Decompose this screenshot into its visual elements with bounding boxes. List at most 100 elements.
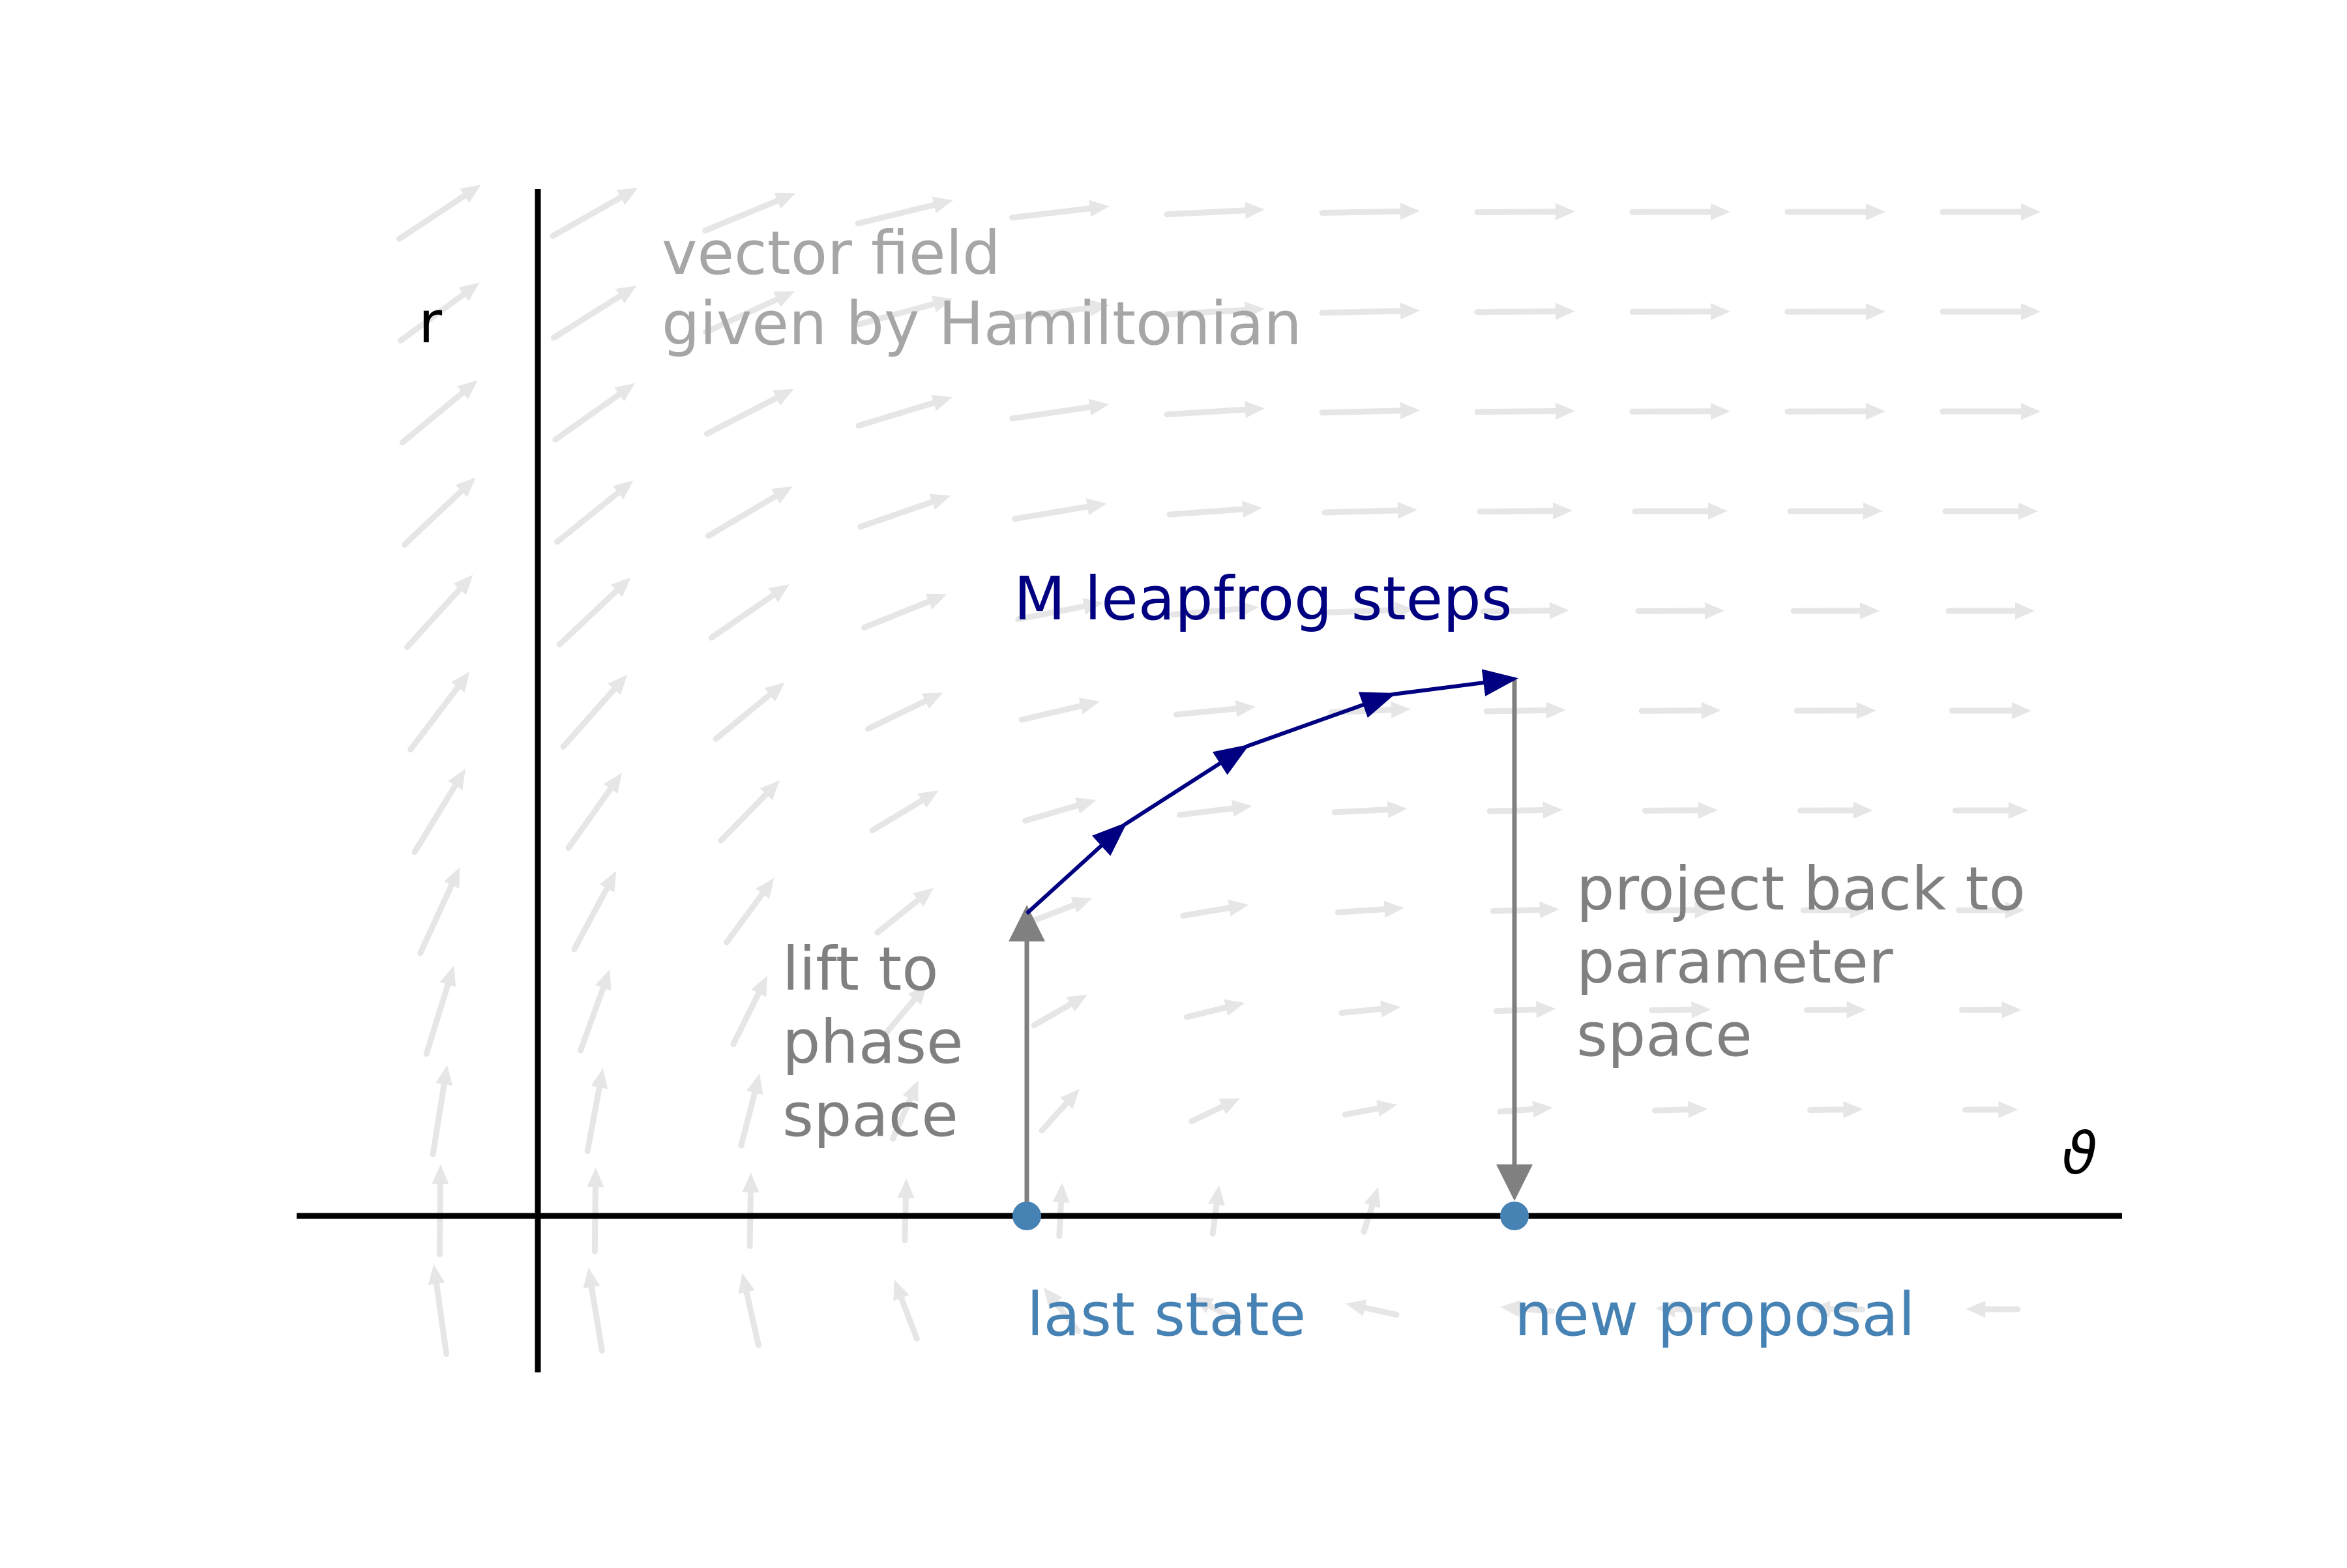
field-arrow	[1635, 503, 1728, 520]
field-arrow	[1500, 1101, 1553, 1117]
field-arrow	[1788, 203, 1885, 220]
last-state-label: last state	[1027, 1280, 1306, 1350]
field-arrow	[1176, 700, 1255, 717]
field-arrow	[404, 478, 475, 545]
field-arrow	[893, 1280, 917, 1339]
field-arrow	[1945, 503, 2038, 520]
field-arrow	[1338, 901, 1404, 918]
field-arrow	[559, 578, 630, 645]
field-arrow	[553, 188, 638, 236]
theta-axis-label: ϑ	[2062, 1120, 2097, 1187]
field-arrow	[1167, 202, 1265, 219]
field-arrow	[1192, 1098, 1240, 1121]
field-arrow	[742, 1173, 759, 1246]
field-arrow	[1943, 303, 2041, 320]
field-arrow	[1042, 1089, 1080, 1131]
field-arrow	[1966, 1101, 2018, 1118]
field-arrow	[1322, 303, 1420, 319]
field-arrow	[1345, 1100, 1397, 1117]
field-arrow	[557, 481, 634, 542]
vector-field-caption: vector field given by Hamiltonian	[662, 218, 1302, 359]
field-arrow	[421, 867, 460, 953]
field-arrow	[587, 1068, 608, 1151]
field-arrow	[1490, 801, 1562, 818]
field-arrow	[859, 394, 952, 425]
field-arrow	[738, 1273, 758, 1346]
field-arrow	[1012, 200, 1110, 218]
field-arrow	[1183, 900, 1248, 917]
lift-label-line1: lift to	[782, 934, 939, 1004]
field-arrow	[1793, 602, 1880, 619]
field-arrow	[868, 692, 943, 728]
field-arrow	[1486, 702, 1566, 719]
field-arrow	[1053, 1183, 1070, 1236]
field-arrow	[1797, 702, 1876, 719]
new-proposal-label: new proposal	[1514, 1280, 1915, 1350]
r-axis-label: r	[419, 289, 443, 356]
field-arrow	[741, 1074, 763, 1146]
field-arrow	[1170, 501, 1262, 518]
field-arrow	[1208, 1185, 1225, 1234]
leapfrog-label: M leapfrog steps	[1014, 564, 1513, 634]
field-arrow	[1962, 1001, 2021, 1018]
field-arrow	[721, 780, 780, 841]
field-arrow	[1014, 498, 1106, 518]
project-label: project back to parameter space	[1576, 854, 2044, 1070]
field-arrow	[587, 1168, 604, 1251]
field-arrow	[1655, 1101, 1708, 1118]
field-arrow	[415, 769, 465, 852]
field-arrow	[1966, 1301, 2018, 1318]
field-arrow	[716, 683, 785, 739]
field-arrow	[1012, 399, 1109, 419]
field-arrow	[1807, 1001, 1866, 1018]
field-arrow	[1788, 303, 1885, 320]
field-arrow	[861, 494, 951, 527]
field-arrow	[864, 594, 947, 628]
project-label-line2: parameter	[1576, 927, 1893, 997]
field-arrow	[1810, 1101, 1863, 1118]
field-arrow	[1342, 1001, 1401, 1018]
field-arrow	[1346, 1299, 1396, 1316]
field-arrow	[733, 975, 767, 1044]
field-arrow	[1943, 403, 2041, 420]
vector-field	[399, 185, 2041, 1354]
field-arrow	[1026, 797, 1097, 821]
field-arrow	[1335, 801, 1407, 818]
field-arrow	[1800, 802, 1872, 819]
field-arrow	[1949, 602, 2035, 619]
field-arrow	[1790, 503, 1883, 520]
vector-field-caption-line2: given by Hamiltonian	[662, 289, 1302, 359]
field-arrow	[433, 1065, 452, 1154]
field-arrow	[1187, 999, 1245, 1017]
field-arrow	[1180, 800, 1252, 817]
field-arrow	[708, 486, 792, 536]
field-arrow	[1645, 802, 1717, 819]
field-arrow	[1943, 203, 2041, 220]
lift-label: lift to phase space	[782, 934, 982, 1150]
field-arrow	[1022, 698, 1100, 720]
last-state-point	[1012, 1202, 1041, 1230]
field-arrow	[583, 1267, 602, 1350]
field-arrow	[574, 871, 616, 949]
project-label-line3: space	[1576, 1000, 1752, 1070]
field-arrow	[1493, 901, 1559, 918]
field-arrow	[1632, 303, 1730, 320]
new-proposal-point	[1500, 1202, 1529, 1230]
field-arrow	[411, 672, 470, 749]
field-arrow	[1952, 702, 2031, 719]
field-arrow	[1496, 1001, 1556, 1018]
field-arrow	[1632, 203, 1730, 220]
field-arrow	[727, 878, 775, 943]
field-arrow	[878, 888, 934, 933]
field-arrow	[1364, 1187, 1380, 1232]
field-arrow	[1322, 203, 1420, 220]
field-arrow	[1167, 401, 1265, 418]
field-arrow	[402, 380, 478, 443]
lift-label-line3: space	[782, 1080, 958, 1150]
field-arrow	[1325, 502, 1417, 519]
field-arrow	[872, 790, 938, 830]
field-arrow	[897, 1179, 914, 1241]
field-arrow	[426, 966, 456, 1054]
leapfrog-trajectory	[1027, 679, 1514, 913]
field-arrow	[432, 1164, 449, 1254]
